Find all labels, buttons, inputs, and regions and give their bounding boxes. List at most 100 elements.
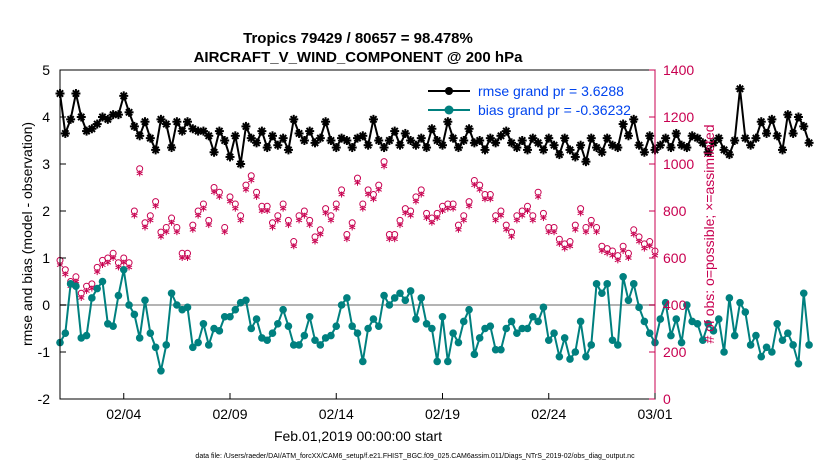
bias-point xyxy=(438,312,447,321)
bias-point xyxy=(677,338,686,347)
obs-count-layer xyxy=(56,158,659,301)
right-y-tick-label: 1400 xyxy=(663,62,694,78)
obs-assimilated-point xyxy=(263,208,271,214)
y-axis-ticks: -2 -1 0 1 2 3 4 5 xyxy=(38,62,66,407)
rmse-point xyxy=(379,143,389,153)
obs-asterisk-stroke xyxy=(449,206,457,211)
rmse-marker-stroke xyxy=(613,143,622,152)
bias-point xyxy=(672,315,681,323)
obs-assimilated-point xyxy=(524,208,531,214)
rmse-point xyxy=(639,147,649,157)
obs-asterisk-stroke xyxy=(492,218,499,223)
rmse-point xyxy=(740,133,750,143)
obs-asterisk-stroke xyxy=(152,204,159,209)
rmse-point xyxy=(491,138,501,148)
rmse-marker-stroke xyxy=(459,136,468,145)
obs-assimilated-point xyxy=(630,231,637,238)
obs-asterisk-stroke xyxy=(311,239,319,244)
rmse-marker-stroke xyxy=(789,129,797,138)
obs-assimilated-point xyxy=(439,208,446,214)
obs-assimilated-point xyxy=(226,198,234,205)
bias-point xyxy=(305,312,314,321)
bias-point xyxy=(263,336,271,345)
rmse-marker-stroke xyxy=(215,127,224,135)
rmse-point xyxy=(283,145,293,155)
rmse-point xyxy=(634,140,644,150)
plot-area xyxy=(60,70,655,399)
rmse-marker-stroke xyxy=(783,110,792,119)
obs-asterisk-stroke xyxy=(593,230,600,235)
rmse-marker-stroke xyxy=(162,120,171,128)
rmse-marker-stroke xyxy=(401,129,410,138)
obs-assimilated-point xyxy=(359,205,367,212)
obs-asterisk-stroke xyxy=(279,206,287,211)
rmse-point xyxy=(230,131,240,141)
rmse-point xyxy=(438,140,447,150)
rmse-point xyxy=(225,152,235,162)
bias-point xyxy=(348,322,356,330)
rmse-point xyxy=(629,114,639,124)
rmse-point xyxy=(767,114,777,124)
rmse-marker-stroke xyxy=(119,91,128,100)
rmse-point xyxy=(400,128,410,138)
bias-point xyxy=(311,336,319,345)
y-tick-label: -2 xyxy=(38,391,51,407)
bias-point xyxy=(61,329,70,338)
rmse-marker-stroke xyxy=(327,136,335,145)
bias-point xyxy=(566,355,574,363)
rmse-point xyxy=(592,143,602,153)
y-tick-label: 5 xyxy=(42,62,50,78)
bias-point xyxy=(109,322,117,330)
obs-asterisk-stroke xyxy=(322,211,329,216)
rmse-point xyxy=(666,143,676,153)
rmse-point xyxy=(618,119,628,129)
bias-point xyxy=(794,359,803,368)
obs-asterisk-stroke xyxy=(327,218,335,223)
obs-asterisk-stroke xyxy=(582,230,590,235)
bias-point xyxy=(746,341,755,349)
obs-asterisk-stroke xyxy=(635,239,643,244)
bias-point xyxy=(279,305,287,314)
obs-asterisk-stroke xyxy=(109,256,117,260)
obs-assimilated-point xyxy=(386,236,393,243)
rmse-marker-stroke xyxy=(284,146,293,154)
rmse-marker-stroke xyxy=(481,146,489,154)
obs-asterisk-stroke xyxy=(481,197,489,202)
rmse-marker-stroke xyxy=(534,138,542,147)
rmse-marker-stroke xyxy=(231,131,240,140)
right-y-tick-label: 1000 xyxy=(663,156,694,172)
bias-point xyxy=(714,315,723,323)
obs-asterisk-stroke xyxy=(444,206,452,211)
bias-point xyxy=(157,367,165,375)
obs-asterisk-stroke xyxy=(104,260,112,265)
obs-asterisk-stroke xyxy=(375,187,382,192)
obs-assimilated-point xyxy=(380,163,388,170)
obs-assimilated-point xyxy=(216,193,223,200)
rmse-point xyxy=(576,140,586,150)
obs-asterisk-stroke xyxy=(354,180,361,185)
rmse-marker-stroke xyxy=(629,115,638,124)
obs-asterisk-stroke xyxy=(364,192,372,197)
obs-assimilated-point xyxy=(540,215,547,222)
rmse-marker-stroke xyxy=(714,134,723,143)
bias-point xyxy=(359,357,367,366)
obs-assimilated-point xyxy=(508,233,515,240)
rmse-marker-stroke xyxy=(794,113,803,121)
obs-assimilated-point xyxy=(221,229,228,236)
bias-point xyxy=(146,329,155,338)
rmse-marker-stroke xyxy=(220,136,229,145)
obs-assimilated-point xyxy=(189,226,197,233)
rmse-point xyxy=(151,145,161,155)
obs-assimilated-point xyxy=(625,255,632,261)
rmse-point xyxy=(241,121,251,131)
obs-assimilated-point xyxy=(152,203,159,210)
chart-title: Tropics 79429 / 80657 = 98.478% xyxy=(243,30,473,47)
bias-point xyxy=(571,348,580,356)
rmse-marker-stroke xyxy=(98,113,107,121)
rmse-point xyxy=(703,147,713,157)
rmse-marker-stroke xyxy=(768,115,776,124)
rmse-marker-stroke xyxy=(364,141,372,150)
rmse-marker-stroke xyxy=(433,136,442,145)
bias-point xyxy=(396,289,404,298)
